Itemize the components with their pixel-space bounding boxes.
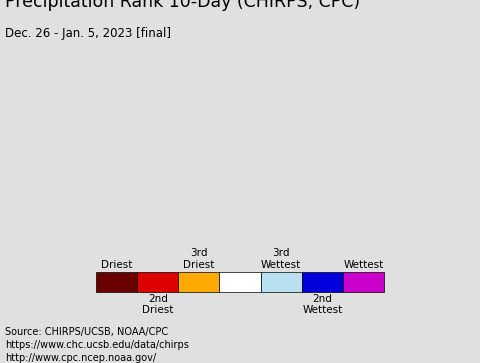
Text: 2nd
Wettest: 2nd Wettest [302,294,342,315]
Text: 2nd
Driest: 2nd Driest [142,294,173,315]
Bar [96,272,137,292]
Text: 3rd
Driest: 3rd Driest [183,248,215,270]
Bar [219,272,261,292]
Text: Precipitation Rank 10-Day (CHIRPS, CPC): Precipitation Rank 10-Day (CHIRPS, CPC) [5,0,360,11]
Text: Driest: Driest [101,260,132,270]
Text: Source: CHIRPS/UCSB, NOAA/CPC
https://www.chc.ucsb.edu/data/chirps
http://www.cp: Source: CHIRPS/UCSB, NOAA/CPC https://ww… [5,327,189,363]
Bar [302,272,343,292]
Bar [343,272,384,292]
Text: Dec. 26 - Jan. 5, 2023 [final]: Dec. 26 - Jan. 5, 2023 [final] [5,27,171,40]
Text: Wettest: Wettest [343,260,384,270]
Bar [261,272,302,292]
Text: 3rd
Wettest: 3rd Wettest [261,248,301,270]
Bar [137,272,178,292]
Bar [178,272,219,292]
